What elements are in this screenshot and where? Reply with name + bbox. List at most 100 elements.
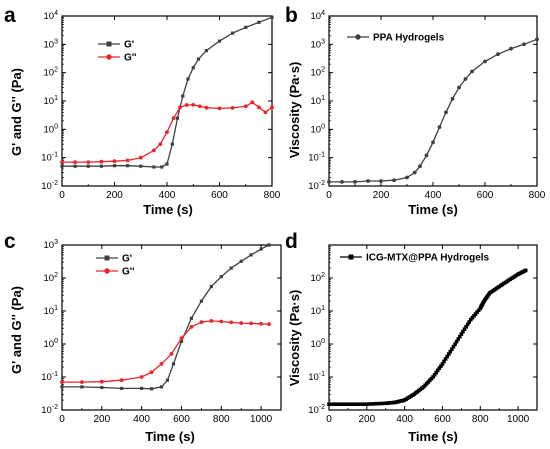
data-point xyxy=(483,59,487,64)
data-point xyxy=(462,327,467,331)
data-point xyxy=(199,299,203,303)
data-point xyxy=(244,25,248,29)
legend-swatch-marker xyxy=(106,41,112,47)
data-point xyxy=(60,164,64,168)
y-tick-label: 104 xyxy=(44,10,59,22)
data-point xyxy=(60,160,64,165)
data-point xyxy=(259,321,263,326)
data-point xyxy=(73,164,77,168)
data-point xyxy=(418,164,422,169)
legend-swatch-marker xyxy=(104,268,110,274)
data-point xyxy=(353,180,357,184)
data-point xyxy=(257,20,261,24)
x-axis-title: Time (s) xyxy=(408,202,458,217)
data-point xyxy=(267,243,271,247)
panel-letter-b: b xyxy=(285,4,298,27)
data-point xyxy=(186,77,190,81)
data-point xyxy=(120,386,124,390)
data-point xyxy=(171,116,176,120)
x-tick-label: 400 xyxy=(425,190,442,201)
data-point xyxy=(535,37,539,42)
y-tick-label: 101 xyxy=(44,95,59,107)
series-line xyxy=(62,244,270,390)
data-point xyxy=(239,321,244,325)
data-point xyxy=(219,319,224,324)
data-point xyxy=(231,31,235,35)
x-tick-label: 800 xyxy=(213,414,230,425)
data-point xyxy=(259,247,263,251)
data-point xyxy=(424,153,429,158)
data-point xyxy=(379,179,383,183)
data-point xyxy=(270,15,274,19)
data-point xyxy=(496,52,500,57)
data-point xyxy=(119,378,124,383)
data-point xyxy=(469,317,473,322)
legend-label: G'' xyxy=(122,267,135,278)
data-point xyxy=(431,375,435,379)
data-point xyxy=(149,370,154,375)
x-tick-label: 800 xyxy=(472,414,489,425)
data-point xyxy=(453,342,457,346)
data-point xyxy=(165,162,169,166)
x-tick-label: 200 xyxy=(93,414,110,425)
y-tick-label: 103 xyxy=(311,38,326,50)
data-point xyxy=(349,402,353,406)
y-tick-label: 10-1 xyxy=(41,152,58,164)
data-point xyxy=(249,321,254,326)
y-tick-label: 10-2 xyxy=(41,180,58,192)
data-point xyxy=(443,357,448,361)
data-point xyxy=(463,77,468,81)
data-point xyxy=(150,387,154,391)
data-point xyxy=(204,49,208,53)
data-point xyxy=(170,142,174,146)
data-point xyxy=(434,370,438,375)
data-point xyxy=(189,316,193,320)
y-tick-label: 104 xyxy=(311,10,326,22)
data-point xyxy=(112,164,117,168)
data-point xyxy=(178,105,183,110)
data-point xyxy=(473,312,478,316)
data-point xyxy=(184,103,189,107)
plot-frame xyxy=(61,244,282,411)
data-point xyxy=(152,148,156,153)
legend-swatch-marker xyxy=(355,34,361,40)
data-point xyxy=(86,164,90,168)
x-tick-label: 400 xyxy=(133,414,150,425)
data-point xyxy=(165,130,169,135)
data-point xyxy=(171,362,176,366)
data-point xyxy=(230,106,235,110)
data-point xyxy=(112,159,117,164)
data-point xyxy=(158,142,163,147)
data-point xyxy=(440,362,445,366)
legend-swatch-marker xyxy=(348,254,354,260)
y-axis-title: Viscosity (Pa·s) xyxy=(287,290,302,387)
y-tick-label: 10-2 xyxy=(308,180,325,192)
data-point xyxy=(60,380,64,384)
data-point xyxy=(361,402,366,406)
data-point xyxy=(100,385,104,390)
y-tick-label: 100 xyxy=(44,338,59,350)
x-tick-label: 1000 xyxy=(507,414,530,425)
data-point xyxy=(270,105,274,110)
y-tick-label: 102 xyxy=(44,272,59,284)
y-axis-title: G' and G'' (Pa) xyxy=(9,286,24,374)
data-point xyxy=(327,180,331,184)
data-point xyxy=(439,364,443,368)
data-point xyxy=(179,336,184,341)
data-point xyxy=(470,315,475,320)
data-point xyxy=(523,268,528,273)
plot-frame xyxy=(328,244,538,411)
panel-d: d Viscosity (Pa·s) Time (s) 0 200 400 600 80… xyxy=(285,230,538,444)
data-point xyxy=(444,110,448,115)
data-point xyxy=(181,94,185,98)
data-point xyxy=(448,349,453,354)
data-point xyxy=(355,402,360,406)
data-point xyxy=(368,402,372,406)
data-point xyxy=(267,322,271,326)
legend-swatch-marker xyxy=(106,54,112,60)
data-point xyxy=(352,402,356,406)
y-tick-label: 101 xyxy=(44,305,59,317)
y-tick-label: 101 xyxy=(311,305,326,317)
x-axis-title: Time (s) xyxy=(145,429,195,444)
